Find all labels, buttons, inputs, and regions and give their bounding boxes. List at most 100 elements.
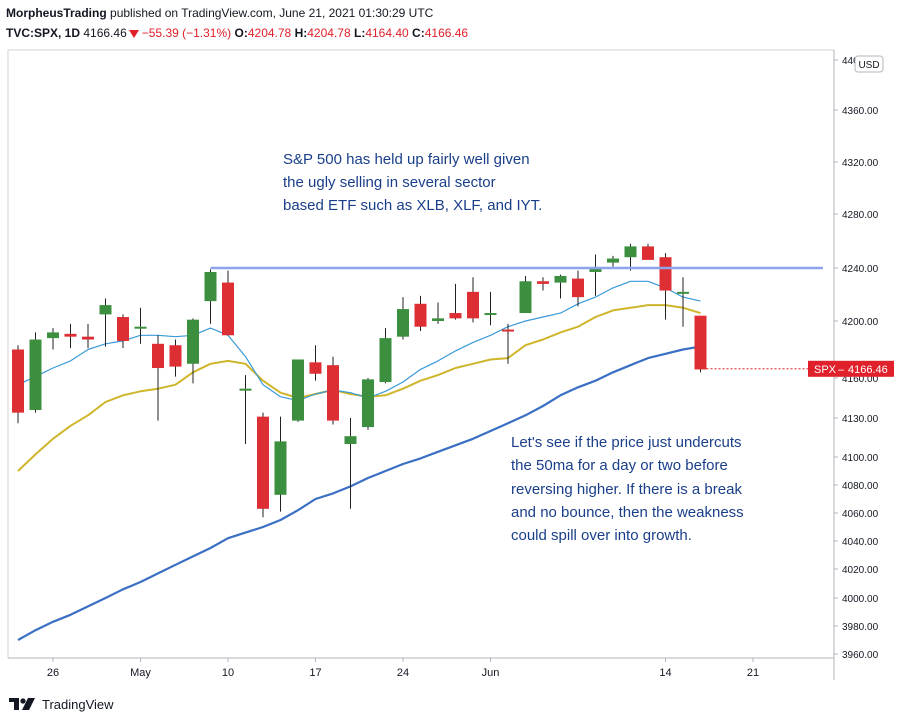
candle[interactable] xyxy=(642,243,654,260)
x-tick-label: Jun xyxy=(482,667,500,679)
candle[interactable] xyxy=(379,328,392,384)
candle-body xyxy=(292,359,304,421)
candle[interactable] xyxy=(274,416,287,512)
low-value: 4164.40 xyxy=(365,26,409,40)
close-label: C: xyxy=(412,26,425,40)
candle[interactable] xyxy=(309,345,322,381)
x-tick-label: 26 xyxy=(47,667,59,679)
candle-body xyxy=(64,333,77,337)
candle-body xyxy=(659,257,672,291)
x-tick-label: 21 xyxy=(747,667,759,679)
candle-body xyxy=(362,379,374,428)
y-tick-label: 4040.00 xyxy=(842,537,879,548)
candle[interactable] xyxy=(82,323,94,349)
plot-area[interactable] xyxy=(7,49,835,659)
open-label: O: xyxy=(234,26,248,40)
close-value: 4166.46 xyxy=(424,26,469,40)
y-tick-label: 4100.00 xyxy=(842,453,879,464)
author-name[interactable]: MorpheusTrading xyxy=(6,6,107,20)
candle[interactable] xyxy=(344,418,357,509)
candle[interactable] xyxy=(432,302,444,324)
candle-body xyxy=(29,339,42,410)
candle[interactable] xyxy=(204,269,217,324)
candle[interactable] xyxy=(572,270,584,307)
annotation-1[interactable]: S&P 500 has held up fairly well given th… xyxy=(283,151,542,214)
candle-body xyxy=(47,332,59,339)
annotation-1-line-2: the ugly selling in several sector xyxy=(283,174,496,191)
candle[interactable] xyxy=(239,375,252,444)
candle[interactable] xyxy=(484,291,497,326)
candle[interactable] xyxy=(449,283,462,320)
y-tick-label: 4280.00 xyxy=(842,210,879,221)
candle[interactable] xyxy=(292,359,304,422)
y-axis[interactable]: 3960.00 3980.00 4000.00 4020.00 4040.00 4060.… xyxy=(834,56,879,661)
high-value: 4204.78 xyxy=(307,26,351,40)
candle-body xyxy=(397,309,409,337)
candle-body xyxy=(502,329,514,332)
candle[interactable] xyxy=(502,323,514,364)
candle-body xyxy=(519,281,532,314)
candle[interactable] xyxy=(187,318,199,384)
candle[interactable] xyxy=(624,243,637,271)
candle[interactable] xyxy=(554,274,567,299)
candle[interactable] xyxy=(659,253,672,320)
candle[interactable] xyxy=(29,332,42,413)
symbol-ohlc-line: TVC:SPX, 1D 4166.46 −55.39 (−1.31%) O:420… xyxy=(6,26,468,40)
tradingview-footer[interactable]: TradingView xyxy=(8,696,114,712)
currency-badge[interactable]: USD xyxy=(854,55,884,73)
x-axis[interactable]: 26 May 10 17 24 Jun 14 21 xyxy=(47,658,759,679)
candle[interactable] xyxy=(537,277,549,291)
candle[interactable] xyxy=(397,297,409,340)
y-tick-label: 4060.00 xyxy=(842,509,879,520)
annotation-2[interactable]: Let's see if the price just undercuts th… xyxy=(511,434,744,544)
y-tick-label: 4240.00 xyxy=(842,264,879,275)
y-tick-label: 4130.00 xyxy=(842,414,879,425)
x-tick-label: 17 xyxy=(309,667,321,679)
x-tick-label: 24 xyxy=(397,667,409,679)
candle[interactable] xyxy=(327,356,339,425)
y-tick-label: 4160.00 xyxy=(842,374,879,385)
low-label: L: xyxy=(353,26,366,40)
candle-body xyxy=(554,275,567,283)
candle-body xyxy=(12,349,24,413)
x-tick-label: 14 xyxy=(659,667,671,679)
candle-body xyxy=(607,258,619,263)
published-text: published on TradingView.com, June 21, 2… xyxy=(110,6,434,20)
candle-body xyxy=(379,338,392,382)
candle[interactable] xyxy=(257,412,269,518)
candle[interactable] xyxy=(152,335,164,421)
y-tick-label: 4020.00 xyxy=(842,565,879,576)
price-tag-dash: – xyxy=(838,364,845,376)
candle[interactable] xyxy=(64,323,77,349)
candle[interactable] xyxy=(414,295,427,331)
candle[interactable] xyxy=(467,277,479,323)
candle[interactable] xyxy=(117,314,129,349)
candle[interactable] xyxy=(134,307,147,344)
candle[interactable] xyxy=(362,378,374,430)
candle[interactable] xyxy=(677,277,689,327)
annotation-1-line-3: based ETF such as XLB, XLF, and IYT. xyxy=(283,197,542,214)
candle[interactable] xyxy=(99,298,112,347)
annotation-2-line-2: the 50ma for a day or two before xyxy=(511,457,728,474)
candle[interactable] xyxy=(222,270,234,336)
candle[interactable] xyxy=(519,275,532,314)
candle[interactable] xyxy=(12,345,24,424)
last-price-tag: SPX – 4166.46 xyxy=(808,360,894,377)
y-tick-label: 4080.00 xyxy=(842,481,879,492)
candle-body xyxy=(152,343,164,369)
tradingview-logo-icon xyxy=(9,698,35,710)
x-tick-label: May xyxy=(130,667,151,679)
price-tag-value: 4166.46 xyxy=(848,364,888,376)
candle[interactable] xyxy=(589,254,602,296)
annotation-1-line-1: S&P 500 has held up fairly well given xyxy=(283,151,530,168)
candle[interactable] xyxy=(607,255,619,267)
candle-body xyxy=(484,313,497,316)
ma-fast-line xyxy=(17,280,701,402)
candle-body xyxy=(344,436,357,444)
candle[interactable] xyxy=(169,339,182,377)
y-tick-label: 3960.00 xyxy=(842,650,879,661)
candle[interactable] xyxy=(694,315,707,373)
candle-body xyxy=(414,303,427,327)
candle[interactable] xyxy=(47,328,59,350)
